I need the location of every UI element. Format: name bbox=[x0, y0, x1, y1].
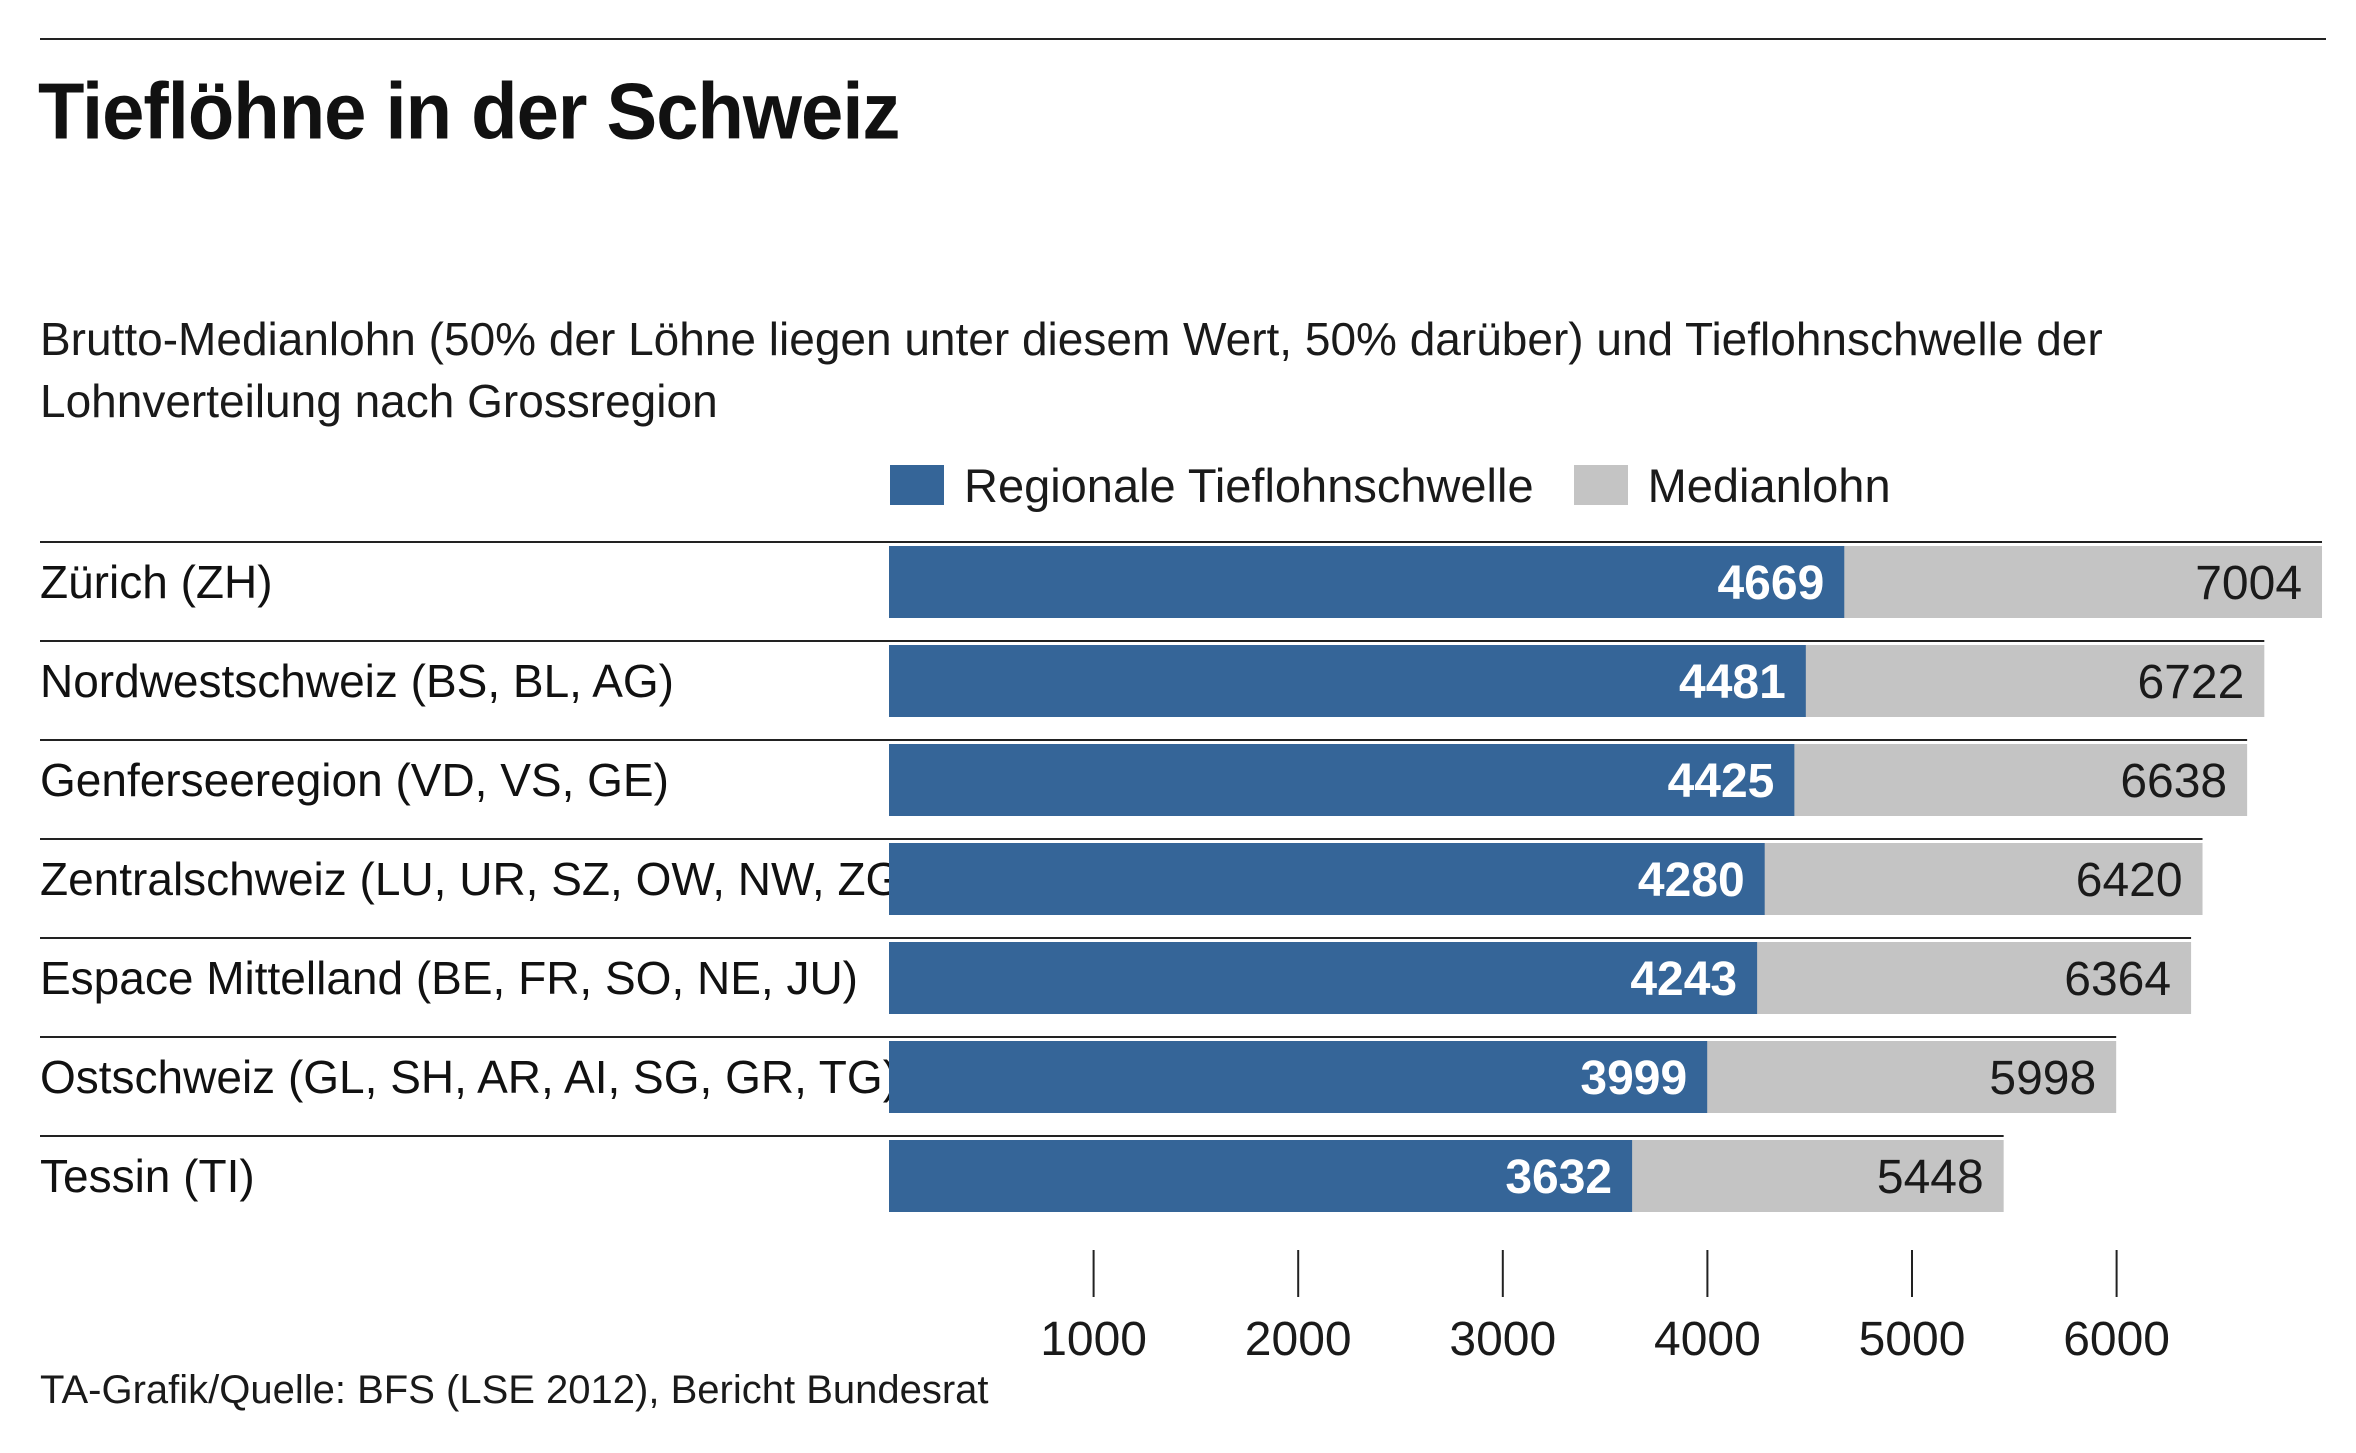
chart-title: Tieflöhne in der Schweiz bbox=[38, 67, 900, 157]
category-label: Espace Mittelland (BE, FR, SO, NE, JU) bbox=[40, 952, 858, 1004]
bar-tieflohnschwelle bbox=[889, 744, 1795, 816]
top-rule bbox=[40, 38, 2326, 40]
data-label-medianlohn: 5448 bbox=[1877, 1151, 1984, 1204]
category-label: Genferseeregion (VD, VS, GE) bbox=[40, 754, 669, 806]
data-label-tieflohnschwelle: 3632 bbox=[1505, 1151, 1612, 1204]
bar-tieflohnschwelle bbox=[889, 843, 1765, 915]
data-label-tieflohnschwelle: 4425 bbox=[1668, 755, 1775, 808]
x-tick-label: 5000 bbox=[1859, 1313, 1966, 1366]
data-label-medianlohn: 6638 bbox=[2120, 755, 2227, 808]
category-label: Zürich (ZH) bbox=[40, 556, 273, 608]
category-label: Zentralschweiz (LU, UR, SZ, OW, NW, ZG) bbox=[40, 853, 917, 905]
x-tick-label: 2000 bbox=[1245, 1313, 1352, 1366]
x-tick-label: 6000 bbox=[2063, 1313, 2170, 1366]
data-label-tieflohnschwelle: 3999 bbox=[1580, 1052, 1687, 1105]
category-label: Ostschweiz (GL, SH, AR, AI, SG, GR, TG) bbox=[40, 1051, 898, 1103]
data-label-medianlohn: 6420 bbox=[2076, 854, 2183, 907]
x-tick-label: 3000 bbox=[1449, 1313, 1556, 1366]
data-label-medianlohn: 7004 bbox=[2195, 557, 2302, 610]
bar-tieflohnschwelle bbox=[889, 1140, 1633, 1212]
x-tick-label: 4000 bbox=[1654, 1313, 1761, 1366]
data-label-medianlohn: 5998 bbox=[1989, 1052, 2096, 1105]
bar-tieflohnschwelle bbox=[889, 546, 1845, 618]
chart-subtitle: Brutto-Medianlohn (50% der Löhne liegen … bbox=[40, 313, 2103, 427]
bar-tieflohnschwelle bbox=[889, 1041, 1708, 1113]
legend-swatch-medianlohn bbox=[1573, 465, 1628, 505]
source-footer: TA-Grafik/Quelle: BFS (LSE 2012), Berich… bbox=[40, 1368, 989, 1412]
legend-swatch-tieflohnschwelle bbox=[890, 465, 944, 505]
data-label-tieflohnschwelle: 4280 bbox=[1638, 854, 1745, 907]
legend: Regionale Tieflohnschwelle Medianlohn bbox=[890, 455, 1931, 515]
bar-tieflohnschwelle bbox=[889, 645, 1806, 717]
legend-label-tieflohnschwelle: Regionale Tieflohnschwelle bbox=[964, 458, 1534, 512]
legend-label-medianlohn: Medianlohn bbox=[1647, 458, 1891, 512]
data-label-medianlohn: 6364 bbox=[2064, 953, 2171, 1006]
legend-item-tieflohnschwelle: Regionale Tieflohnschwelle bbox=[890, 458, 1534, 513]
data-label-tieflohnschwelle: 4669 bbox=[1717, 557, 1824, 610]
category-label: Nordwestschweiz (BS, BL, AG) bbox=[40, 655, 674, 707]
data-label-tieflohnschwelle: 4481 bbox=[1679, 656, 1786, 709]
bar-tieflohnschwelle bbox=[889, 942, 1758, 1014]
data-label-tieflohnschwelle: 4243 bbox=[1630, 953, 1737, 1006]
legend-item-medianlohn: Medianlohn bbox=[1573, 458, 1891, 513]
category-label: Tessin (TI) bbox=[40, 1150, 255, 1202]
x-tick-label: 1000 bbox=[1040, 1313, 1147, 1366]
data-label-medianlohn: 6722 bbox=[2138, 656, 2245, 709]
